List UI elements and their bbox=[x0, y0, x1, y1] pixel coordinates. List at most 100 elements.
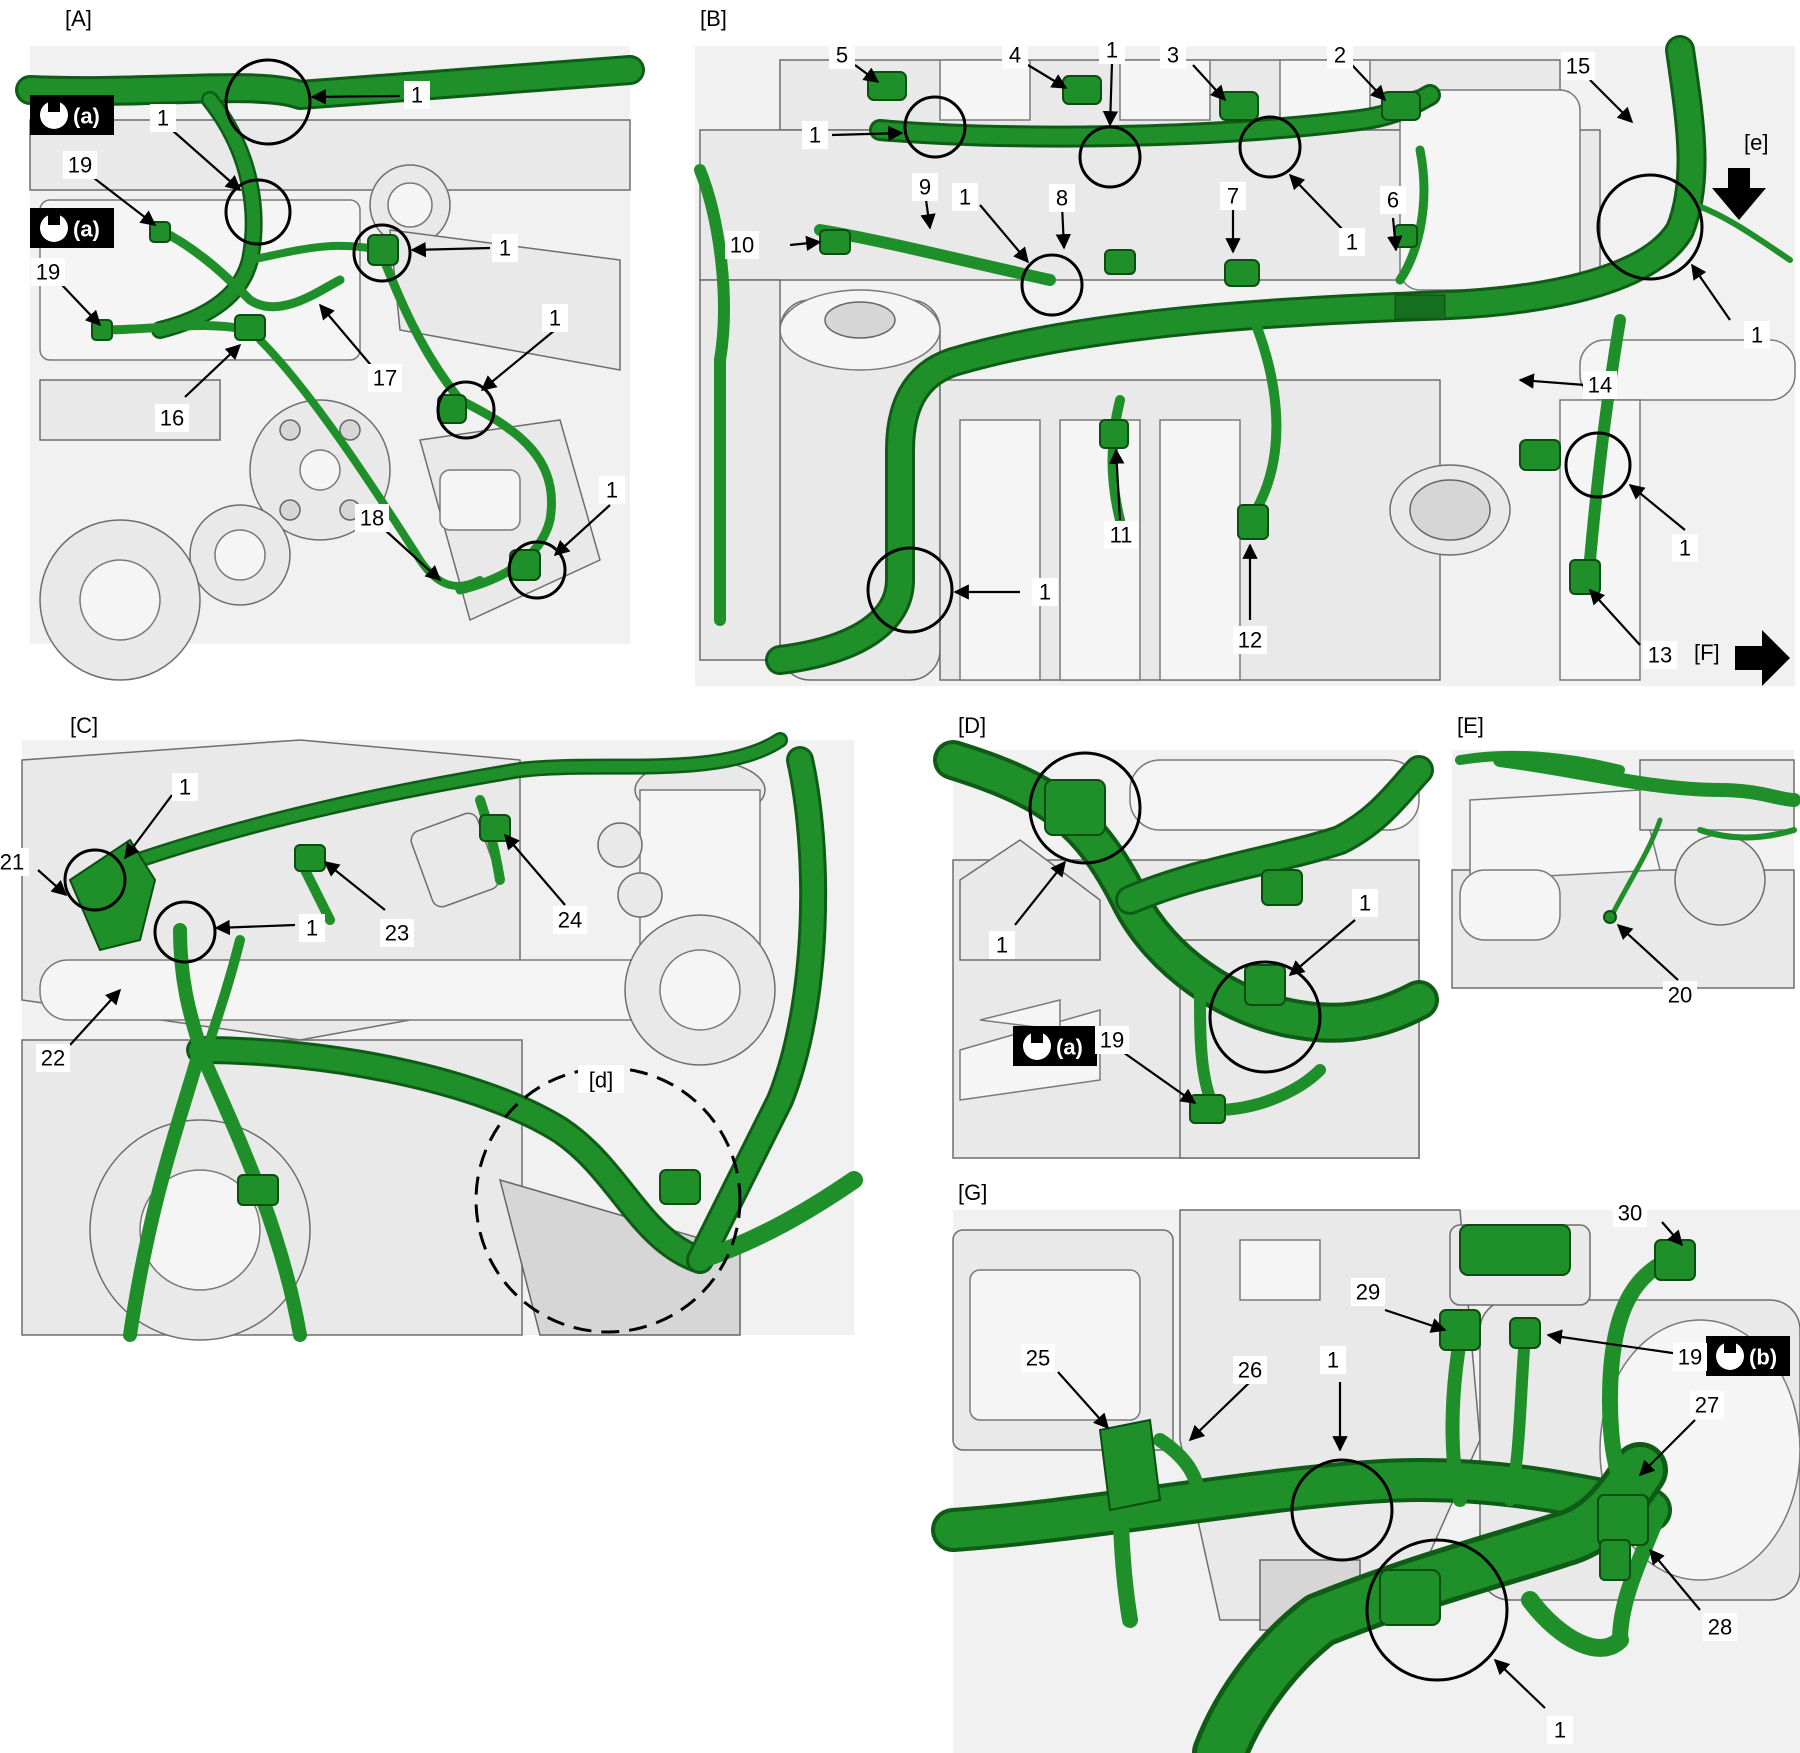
callout-number: 1 bbox=[1751, 323, 1763, 348]
callout-a-1: 1 bbox=[492, 234, 518, 262]
callout-box bbox=[1095, 1026, 1129, 1054]
marker-d: [d] bbox=[578, 1065, 624, 1093]
callout-b-2: 2 bbox=[1327, 41, 1353, 69]
marker-d-label: [d] bbox=[589, 1068, 613, 1093]
wrench-icon bbox=[1023, 1029, 1051, 1060]
clamp-circle bbox=[866, 546, 954, 634]
torque-badge-a: (a) bbox=[30, 95, 114, 135]
wrench-icon bbox=[40, 211, 68, 242]
callout-box bbox=[553, 906, 587, 934]
clamp-circle bbox=[1564, 431, 1632, 499]
callout-number: 23 bbox=[385, 921, 409, 946]
callout-g-26: 26 bbox=[1233, 1356, 1267, 1384]
callout-box bbox=[31, 258, 65, 286]
callout-box bbox=[1327, 41, 1353, 69]
callout-arrows bbox=[37, 62, 1731, 1709]
callout-number: 1 bbox=[1679, 536, 1691, 561]
callout-number: 14 bbox=[1588, 373, 1612, 398]
callout-number: 1 bbox=[1039, 580, 1051, 605]
clamp-circle bbox=[1596, 173, 1704, 281]
callout-number: 25 bbox=[1026, 1346, 1050, 1371]
callout-b-1: 1 bbox=[1339, 228, 1365, 256]
callout-box bbox=[36, 1044, 70, 1072]
callout-box bbox=[1561, 52, 1595, 80]
callout-box bbox=[829, 41, 855, 69]
callout-g-1: 1 bbox=[1547, 1716, 1573, 1744]
callout-box bbox=[952, 183, 978, 211]
callout-box bbox=[355, 504, 389, 532]
panel-b-engine-parts bbox=[699, 59, 1796, 681]
callout-a-19: 19 bbox=[63, 151, 97, 179]
clamp-circle bbox=[224, 178, 292, 246]
panel-c bbox=[21, 732, 863, 1342]
panel-d-harness bbox=[933, 740, 1439, 1124]
callout-box bbox=[1233, 1356, 1267, 1384]
callout-g-19: 19 bbox=[1673, 1343, 1707, 1371]
callout-box bbox=[404, 81, 430, 109]
callout-e-20: 20 bbox=[1663, 981, 1697, 1009]
torque-label: (b) bbox=[1749, 1345, 1777, 1370]
callout-c-23: 23 bbox=[380, 919, 414, 947]
callout-number: 1 bbox=[157, 106, 169, 131]
panel-a-engine-parts bbox=[29, 119, 631, 681]
callout-a-1: 1 bbox=[599, 476, 625, 504]
callout-c-1: 1 bbox=[172, 773, 198, 801]
panel-b-harness bbox=[694, 35, 1793, 675]
callout-box bbox=[1703, 1613, 1737, 1641]
callout-box bbox=[1352, 889, 1378, 917]
wrench-icon bbox=[40, 98, 68, 129]
callout-c-24: 24 bbox=[553, 906, 587, 934]
callout-a-1: 1 bbox=[404, 81, 430, 109]
callout-g-28: 28 bbox=[1703, 1613, 1737, 1641]
callout-box bbox=[1673, 1343, 1707, 1371]
torque-badge-a: (a) bbox=[1013, 1026, 1097, 1066]
callout-b-3: 3 bbox=[1160, 41, 1186, 69]
callout-box bbox=[1339, 228, 1365, 256]
callout-number: 20 bbox=[1668, 983, 1692, 1008]
callout-number: 1 bbox=[1346, 230, 1358, 255]
callout-number: 1 bbox=[1327, 1348, 1339, 1373]
callout-a-1: 1 bbox=[542, 304, 568, 332]
panel-label-e: [E] bbox=[1457, 713, 1484, 738]
panel-e-harness bbox=[1455, 750, 1800, 924]
clamp-circle bbox=[1290, 1458, 1394, 1562]
callout-box bbox=[63, 151, 97, 179]
callout-box bbox=[1380, 186, 1406, 214]
callout-a-19: 19 bbox=[31, 258, 65, 286]
callout-number: 1 bbox=[606, 478, 618, 503]
callout-b-7: 7 bbox=[1220, 182, 1246, 210]
callout-box bbox=[1002, 41, 1028, 69]
torque-badge-b: (b) bbox=[1706, 1336, 1790, 1376]
callout-number: 8 bbox=[1056, 186, 1068, 211]
callout-number: 4 bbox=[1009, 43, 1021, 68]
callout-b-4: 4 bbox=[1002, 41, 1028, 69]
panel-label-c: [C] bbox=[70, 713, 98, 738]
panel-label-g: [G] bbox=[958, 1180, 987, 1205]
callout-box bbox=[1032, 578, 1058, 606]
callout-a-1: 1 bbox=[150, 104, 176, 132]
callout-box bbox=[1049, 184, 1075, 212]
panel-d bbox=[933, 740, 1439, 1159]
callout-number: 1 bbox=[499, 236, 511, 261]
callout-number: 22 bbox=[41, 1046, 65, 1071]
callout-number: 1 bbox=[549, 306, 561, 331]
callout-b-1: 1 bbox=[1744, 321, 1770, 349]
callout-box bbox=[599, 476, 625, 504]
callout-g-27: 27 bbox=[1690, 1391, 1724, 1419]
panel-label-d: [D] bbox=[958, 713, 986, 738]
clamp-circle bbox=[1238, 115, 1302, 179]
callout-box bbox=[1643, 641, 1677, 669]
marker-e: [e] bbox=[1744, 130, 1768, 155]
panel-label-b: [B] bbox=[700, 6, 727, 31]
panel-a bbox=[15, 46, 645, 681]
callout-box bbox=[1233, 626, 1267, 654]
callout-g-29: 29 bbox=[1351, 1278, 1385, 1306]
callout-box bbox=[725, 231, 759, 259]
callout-number: 15 bbox=[1566, 54, 1590, 79]
direction-f-arrow-icon bbox=[1735, 630, 1790, 686]
callout-c-1: 1 bbox=[299, 914, 325, 942]
callout-d-19: 19 bbox=[1095, 1026, 1129, 1054]
callout-box bbox=[989, 931, 1015, 959]
callout-number: 21 bbox=[0, 850, 24, 875]
